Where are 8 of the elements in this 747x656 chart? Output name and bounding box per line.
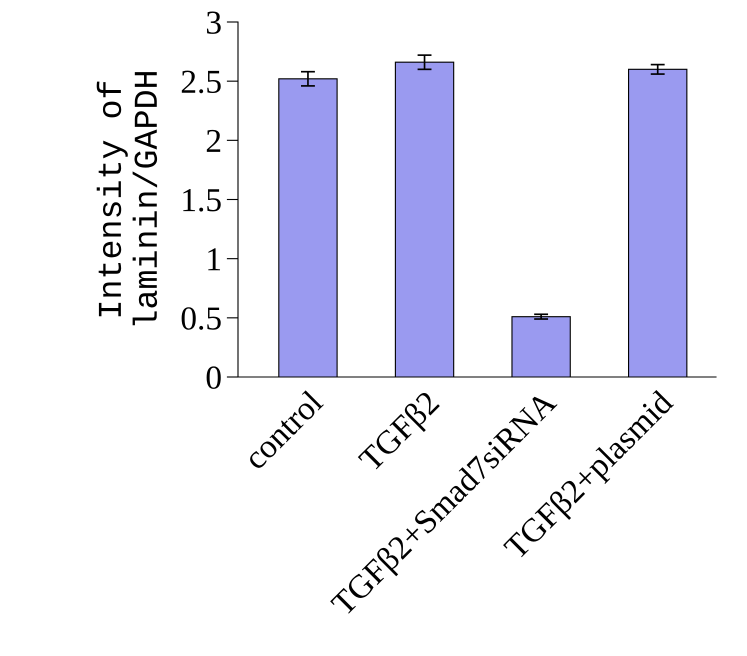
y-tick-label: 1: [208, 248, 220, 270]
y-tick-label: 2: [206, 130, 220, 152]
y-tick-label: 0.5: [182, 307, 221, 330]
y-tick-label: 1.5: [183, 189, 221, 212]
y-tick-label: 3: [206, 11, 221, 34]
y-axis-title: Intensity of laminin/GAPDH: [96, 72, 158, 326]
y-tick-label: 0: [206, 366, 221, 389]
y-tick-label: 2.5: [182, 70, 221, 94]
